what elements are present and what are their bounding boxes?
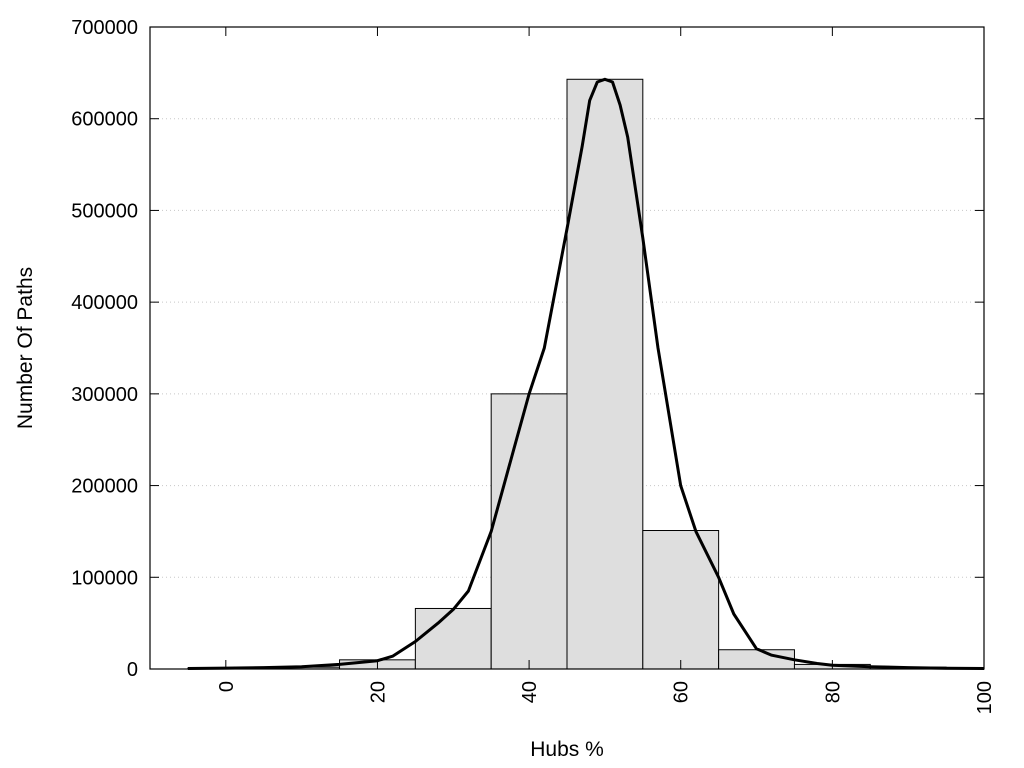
plot-frame: [149, 26, 985, 670]
x-tick-label: 40: [519, 681, 541, 703]
y-tick-label: 200000: [71, 476, 138, 498]
distribution-curve: [187, 77, 985, 670]
x-axis-label: Hubs %: [530, 738, 604, 761]
y-axis-ticks: 0 100000 200000 300000 400000 500000 600000 700…: [71, 17, 984, 681]
x-tick-label: 60: [671, 681, 693, 703]
y-tick-label: 0: [127, 659, 138, 681]
x-tick-label: 20: [367, 681, 389, 703]
fit-curve: [187, 77, 985, 670]
x-axis-ticks: 0 20 40 60 80 100: [216, 27, 996, 714]
x-tick-label: 0: [216, 681, 238, 692]
histogram-bar: [490, 393, 568, 670]
y-tick-label: 600000: [71, 109, 138, 131]
histogram-bar: [414, 607, 492, 670]
y-tick-label: 700000: [71, 17, 138, 39]
histogram-bar: [718, 649, 795, 670]
y-tick-label: 400000: [71, 292, 138, 314]
x-tick-label: 80: [822, 681, 844, 703]
y-tick-label: 100000: [71, 567, 138, 589]
bars: [187, 78, 947, 670]
y-axis-label: Number Of Paths: [14, 267, 37, 429]
y-tick-label: 500000: [71, 200, 138, 222]
x-tick-label: 100: [974, 681, 996, 714]
y-tick-label: 300000: [71, 384, 138, 406]
